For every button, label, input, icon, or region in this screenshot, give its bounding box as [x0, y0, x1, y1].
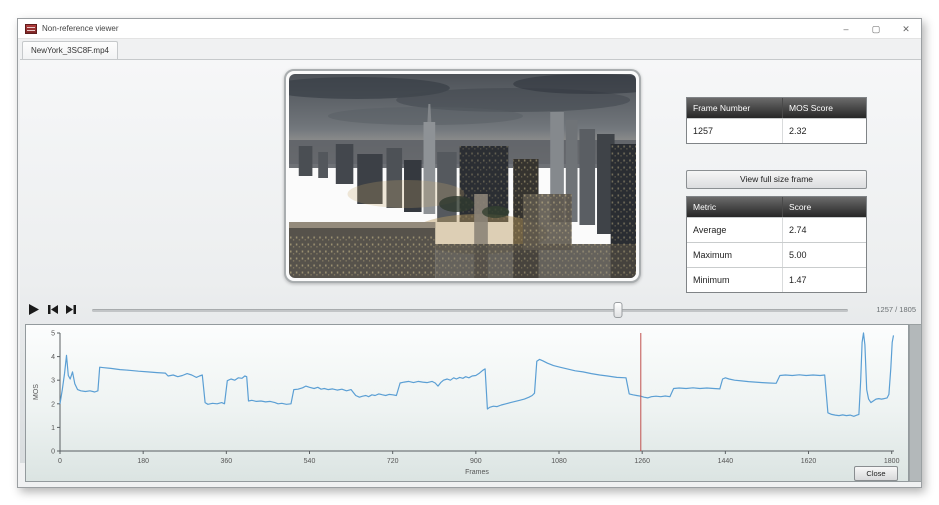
y-axis-label: MOS [33, 384, 40, 400]
frame-counter: 1257 / 1805 [876, 305, 916, 314]
y-tick-label: 2 [51, 401, 55, 408]
x-tick-label: 180 [137, 458, 149, 465]
slider-thumb[interactable] [613, 302, 623, 318]
metric-maximum-label: Maximum [687, 243, 783, 267]
x-tick-label: 540 [304, 458, 316, 465]
skip-next-icon [64, 302, 79, 317]
frame-slider[interactable] [92, 302, 848, 318]
video-frame-image [289, 74, 636, 278]
score-header: Score [789, 202, 812, 212]
x-tick-label: 360 [220, 458, 232, 465]
x-tick-label: 720 [387, 458, 399, 465]
y-tick-label: 3 [51, 378, 55, 385]
maximize-button[interactable]: ▢ [871, 23, 881, 34]
table-row: Minimum 1.47 [687, 267, 866, 292]
y-tick-label: 4 [51, 354, 55, 361]
metric-minimum-label: Minimum [687, 268, 783, 292]
table-row: Maximum 5.00 [687, 242, 866, 267]
app-window: Non-reference viewer – ▢ ✕ NewYork_3SC8F… [17, 18, 922, 488]
metric-average-value: 2.74 [789, 225, 807, 235]
y-tick-label: 1 [51, 425, 55, 432]
play-button[interactable] [26, 302, 41, 317]
mos-series-line [59, 332, 895, 417]
previous-frame-button[interactable] [45, 302, 60, 317]
mos-line-chart[interactable]: 0 1 2 3 4 5 0 180 360 540 720 900 1080 1260 1440 1620 18… [26, 325, 908, 481]
frame-info-table: Frame Number MOS Score 1257 2.32 [686, 97, 867, 144]
x-tick-label: 1440 [718, 458, 734, 465]
app-icon [25, 24, 37, 34]
x-tick-label: 1800 [884, 458, 900, 465]
metric-minimum-value: 1.47 [789, 275, 807, 285]
x-axis-label: Frames [465, 469, 489, 476]
mos-chart-panel: 0 1 2 3 4 5 0 180 360 540 720 900 1080 1260 1440 1620 18… [25, 324, 909, 482]
next-frame-button[interactable] [64, 302, 79, 317]
slider-track[interactable] [92, 309, 848, 312]
tab-video-file[interactable]: NewYork_3SC8F.mp4 [22, 41, 118, 59]
metric-header: Metric [687, 197, 783, 217]
metrics-table: Metric Score Average 2.74 Maximum 5.00 M… [686, 196, 867, 293]
close-window-button[interactable]: ✕ [902, 23, 910, 34]
window-title: Non-reference viewer [42, 24, 119, 33]
x-tick-label: 1260 [634, 458, 650, 465]
y-tick-label: 5 [51, 331, 55, 338]
metric-maximum-value: 5.00 [789, 250, 807, 260]
table-row: Average 2.74 [687, 217, 866, 242]
close-button[interactable]: Close [854, 466, 898, 481]
video-frame-preview[interactable] [284, 69, 641, 283]
x-tick-label: 0 [58, 458, 62, 465]
y-tick-label: 0 [51, 449, 55, 456]
play-icon [26, 302, 41, 317]
view-full-size-frame-button[interactable]: View full size frame [686, 170, 867, 189]
x-tick-label: 900 [470, 458, 482, 465]
tab-page: Frame Number MOS Score 1257 2.32 View fu… [20, 59, 922, 482]
chart-side-strip [909, 324, 922, 482]
frame-number-header: Frame Number [687, 98, 783, 118]
title-bar[interactable]: Non-reference viewer – ▢ ✕ [18, 19, 921, 39]
frame-number-value: 1257 [687, 119, 783, 143]
table-row: 1257 2.32 [687, 118, 866, 143]
mos-score-header: MOS Score [789, 103, 833, 113]
x-tick-label: 1080 [551, 458, 567, 465]
metric-average-label: Average [687, 218, 783, 242]
minimize-button[interactable]: – [843, 24, 849, 34]
mos-score-value: 2.32 [789, 126, 807, 136]
skip-previous-icon [45, 302, 60, 317]
x-tick-label: 1620 [801, 458, 817, 465]
playback-controls: 1257 / 1805 [20, 300, 921, 322]
